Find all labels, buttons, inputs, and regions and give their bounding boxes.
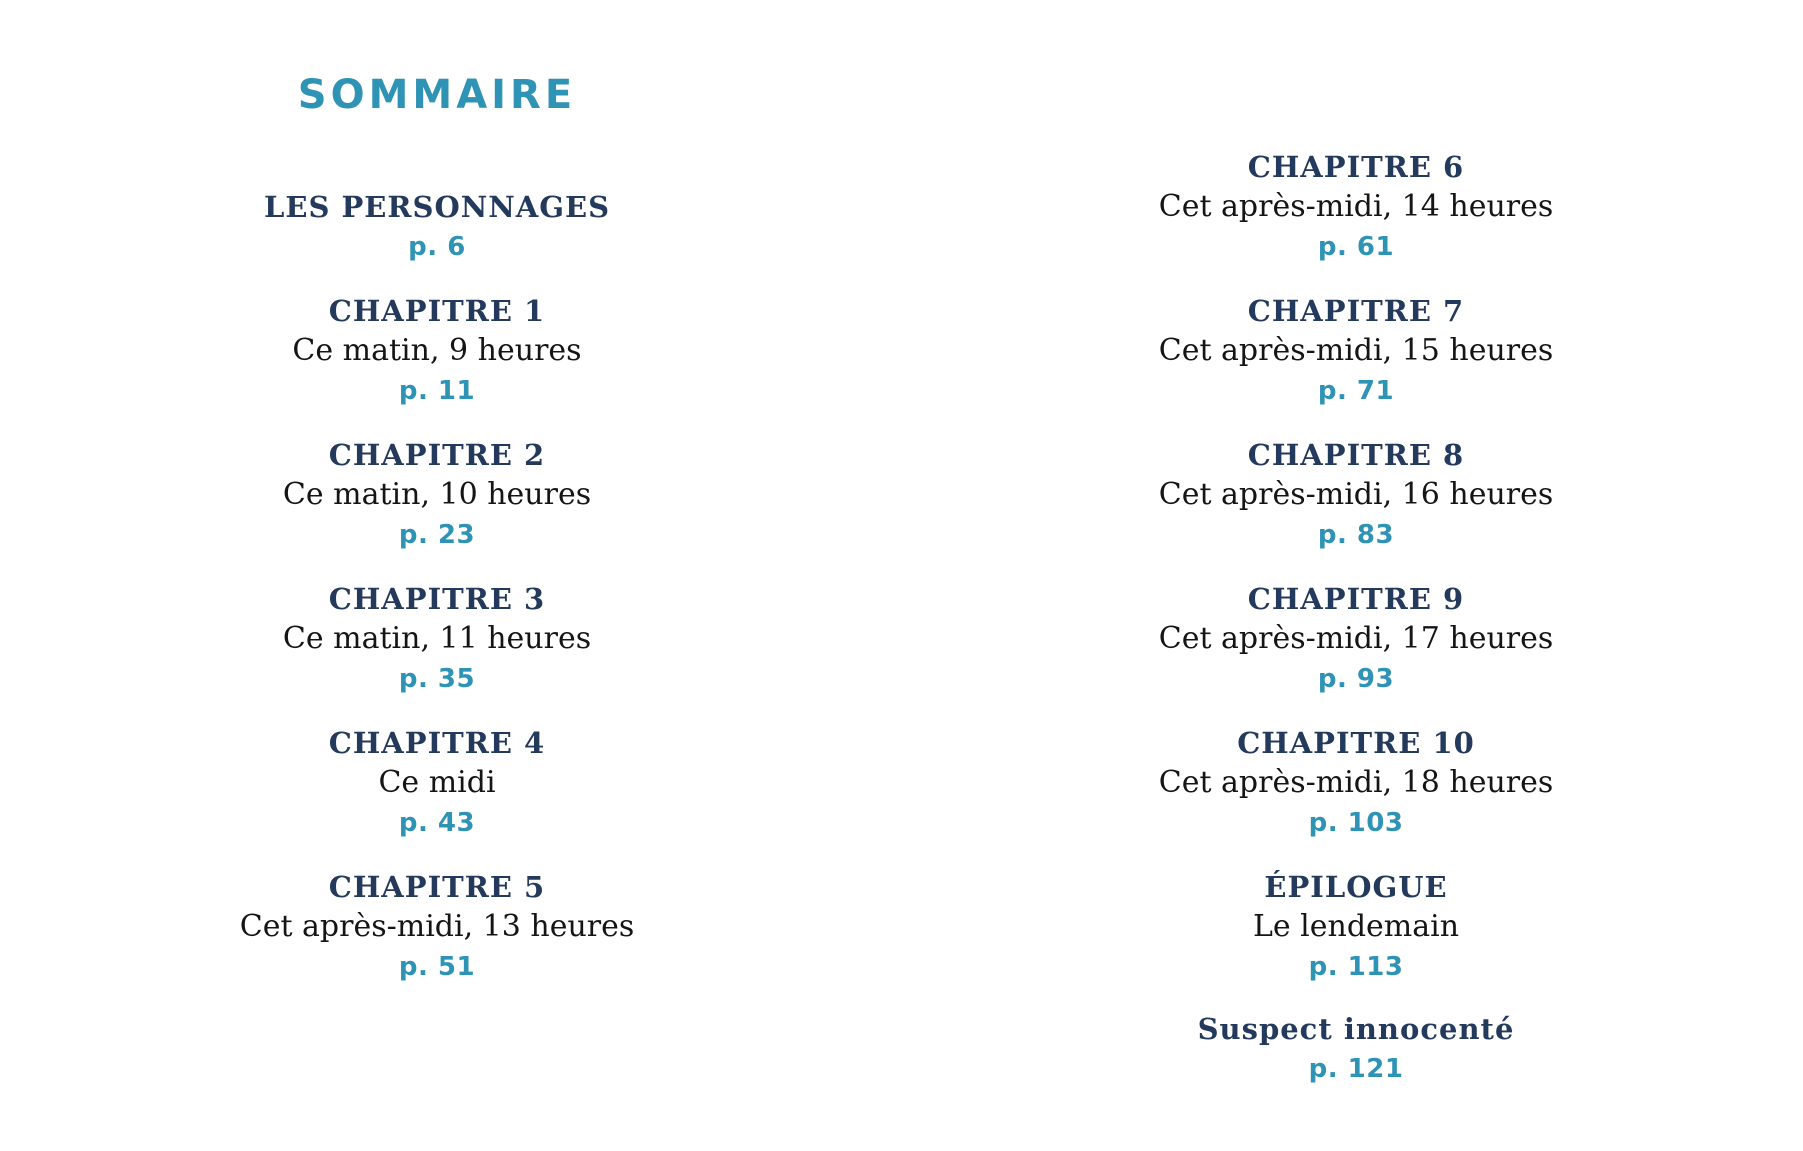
- toc-entry-page-number: p. 35: [398, 664, 476, 694]
- toc-column-left: LES PERSONNAGES p. 6 CHAPITRE 1 Ce matin, 9…: [0, 123, 874, 1089]
- toc-entry-title: CHAPITRE 6: [1247, 150, 1465, 184]
- page-title: SOMMAIRE: [297, 72, 577, 118]
- toc-entry: CHAPITRE 8 Cet après-midi, 16 heures p. 83: [919, 411, 1793, 555]
- toc-entry-subtitle: Cet après-midi, 14 heures: [1158, 189, 1554, 224]
- toc-entry-title: Suspect innocenté: [1197, 1012, 1515, 1046]
- toc-entry-page-number: p. 61: [1317, 232, 1395, 262]
- toc-entry-page-number: p. 113: [1308, 952, 1404, 982]
- toc-entry-page-number: p. 23: [398, 520, 476, 550]
- toc-entry-subtitle: Cet après-midi, 16 heures: [1158, 477, 1554, 512]
- toc-entry-title: CHAPITRE 10: [1237, 726, 1475, 760]
- toc-entry-subtitle: Cet après-midi, 13 heures: [239, 909, 635, 944]
- toc-column-right: CHAPITRE 6 Cet après-midi, 14 heures p. 61…: [919, 123, 1793, 1089]
- toc-entry: CHAPITRE 5 Cet après-midi, 13 heures p. 51: [0, 843, 874, 987]
- toc-entry-title: CHAPITRE 9: [1247, 582, 1465, 616]
- toc-entry-subtitle: Ce matin, 11 heures: [282, 621, 592, 656]
- toc-entry: CHAPITRE 3 Ce matin, 11 heures p. 35: [0, 555, 874, 699]
- toc-entry-title: LES PERSONNAGES: [263, 190, 611, 224]
- toc-entry: CHAPITRE 2 Ce matin, 10 heures p. 23: [0, 411, 874, 555]
- toc-entry-title: CHAPITRE 7: [1247, 294, 1465, 328]
- toc-entry-page-number: p. 71: [1317, 376, 1395, 406]
- toc-entry-page-number: p. 11: [398, 376, 476, 406]
- toc-entry: CHAPITRE 7 Cet après-midi, 15 heures p. 71: [919, 267, 1793, 411]
- toc-entry: CHAPITRE 10 Cet après-midi, 18 heures p. 1…: [919, 699, 1793, 843]
- toc-entry: CHAPITRE 6 Cet après-midi, 14 heures p. 61: [919, 123, 1793, 267]
- toc-entry-subtitle: Ce midi: [378, 765, 496, 800]
- toc-entry: LES PERSONNAGES p. 6: [0, 123, 874, 267]
- toc-columns: LES PERSONNAGES p. 6 CHAPITRE 1 Ce matin, 9…: [0, 123, 1793, 1089]
- toc-entry-subtitle: Ce matin, 9 heures: [292, 333, 582, 368]
- toc-entry-title: CHAPITRE 1: [328, 294, 546, 328]
- toc-entry: CHAPITRE 9 Cet après-midi, 17 heures p. 93: [919, 555, 1793, 699]
- toc-entry-page-number: p. 83: [1317, 520, 1395, 550]
- toc-entry-page-number: p. 43: [398, 808, 476, 838]
- toc-entry: Suspect innocenté p. 121: [919, 987, 1793, 1089]
- toc-entry-page-number: p. 6: [408, 232, 466, 262]
- toc-entry-subtitle: Le lendemain: [1252, 909, 1460, 944]
- toc-entry-page-number: p. 93: [1317, 664, 1395, 694]
- toc-entry: ÉPILOGUE Le lendemain p. 113: [919, 843, 1793, 987]
- toc-entry-page-number: p. 51: [398, 952, 476, 982]
- toc-entry-page-number: p. 121: [1308, 1054, 1404, 1084]
- toc-entry: CHAPITRE 4 Ce midi p. 43: [0, 699, 874, 843]
- toc-entry-subtitle: Cet après-midi, 18 heures: [1158, 765, 1554, 800]
- toc-entry-subtitle: Cet après-midi, 15 heures: [1158, 333, 1554, 368]
- toc-entry-title: CHAPITRE 3: [328, 582, 546, 616]
- toc-entry-title: CHAPITRE 8: [1247, 438, 1465, 472]
- toc-entry-title: ÉPILOGUE: [1264, 870, 1448, 904]
- toc-entry-page-number: p. 103: [1308, 808, 1404, 838]
- toc-entry-title: CHAPITRE 4: [328, 726, 546, 760]
- toc-entry-subtitle: Ce matin, 10 heures: [282, 477, 592, 512]
- toc-entry-title: CHAPITRE 2: [328, 438, 546, 472]
- toc-entry-title: CHAPITRE 5: [328, 870, 546, 904]
- toc-entry-subtitle: Cet après-midi, 17 heures: [1158, 621, 1554, 656]
- toc-entry: CHAPITRE 1 Ce matin, 9 heures p. 11: [0, 267, 874, 411]
